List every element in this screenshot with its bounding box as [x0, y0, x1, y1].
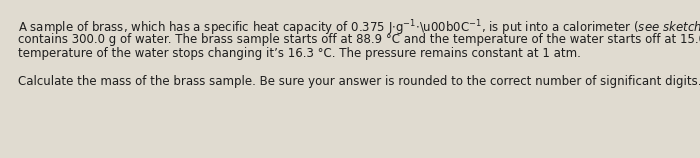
Text: temperature of the water stops changing it’s 16.3 °C. The pressure remains const: temperature of the water stops changing … [18, 47, 581, 60]
Text: contains 300.0 g of water. The brass sample starts off at 88.9 °C and the temper: contains 300.0 g of water. The brass sam… [18, 33, 700, 46]
Text: A sample of brass, which has a specific heat capacity of 0.375 J$\mathregular{\c: A sample of brass, which has a specific … [18, 18, 700, 38]
Text: Calculate the mass of the brass sample. Be sure your answer is rounded to the co: Calculate the mass of the brass sample. … [18, 75, 700, 88]
